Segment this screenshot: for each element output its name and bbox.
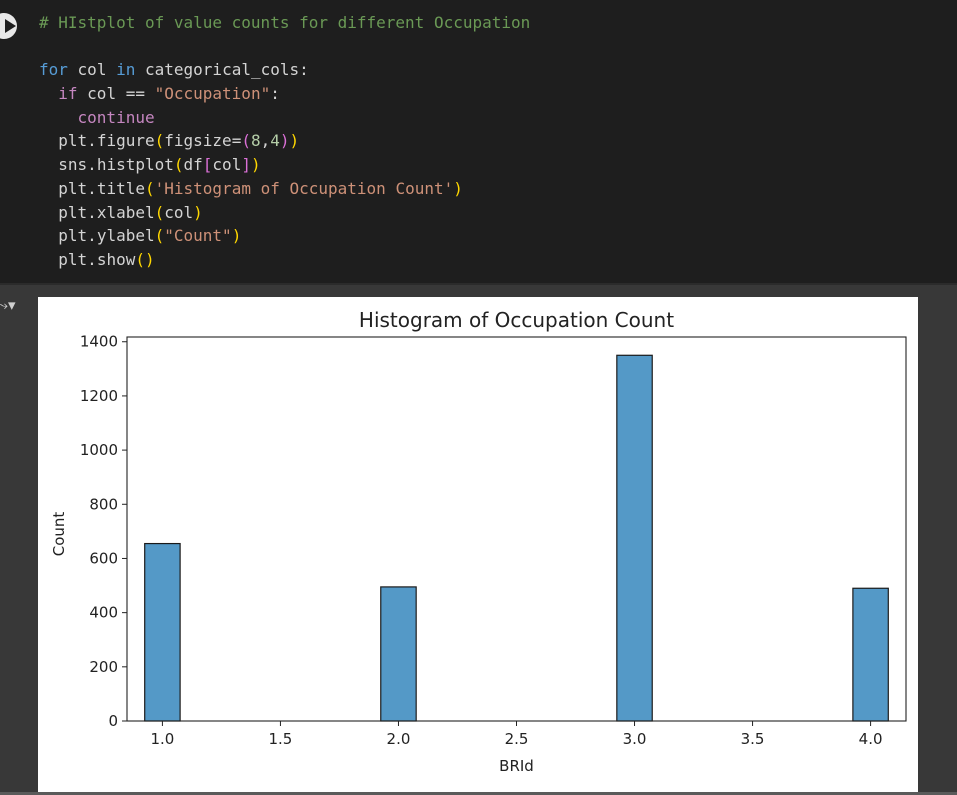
play-icon [4, 19, 16, 33]
y-tick-label: 200 [89, 658, 118, 676]
code-line: # HIstplot of value counts for different… [39, 13, 531, 32]
code-line: plt.title('Histogram of Occupation Count… [58, 178, 463, 198]
histogram-bar [616, 354, 653, 722]
code-line: sns.histplot(df[col]) [58, 155, 261, 175]
histogram-bar [380, 586, 417, 722]
x-tick-label: 3.5 [741, 730, 765, 748]
x-tick-label: 3.0 [623, 730, 647, 748]
output-divider [0, 283, 957, 285]
code-editor[interactable]: # HIstplot of value counts for different… [39, 11, 530, 272]
x-tick-label: 1.0 [150, 730, 174, 748]
code-line: for col in categorical_cols: [39, 60, 309, 80]
run-cell-button[interactable] [0, 13, 17, 39]
cell-bottom-border [0, 792, 957, 795]
plot-figure: Histogram of Occupation Count 1.0 1.5 2.0 2.… [38, 297, 918, 792]
y-tick-label: 1400 [80, 333, 118, 351]
y-tick-label: 600 [89, 549, 118, 567]
y-tick-label: 1200 [80, 387, 118, 405]
code-line: plt.figure(figsize=(8,4)) [58, 131, 300, 151]
y-tick-label: 0 [108, 712, 118, 730]
code-line: plt.show() [58, 249, 155, 269]
histogram-bar [852, 587, 889, 722]
x-tick-label: 1.5 [269, 730, 293, 748]
chart-title: Histogram of Occupation Count [359, 308, 674, 332]
histogram-bar [144, 542, 181, 722]
plot-frame [126, 336, 907, 722]
histogram-chart: Histogram of Occupation Count 1.0 1.5 2.0 2.… [50, 308, 907, 775]
code-line: plt.xlabel(col) [58, 202, 203, 222]
x-tick-label: 2.5 [505, 730, 529, 748]
x-axis-label: BRId [499, 757, 534, 775]
code-line: plt.ylabel("Count") [58, 226, 242, 246]
code-line: if col == "Occupation": [58, 84, 280, 104]
y-tick-label: 400 [89, 604, 118, 622]
code-line: continue [77, 107, 155, 127]
x-tick-label: 2.0 [387, 730, 411, 748]
y-tick-label: 800 [89, 495, 118, 513]
output-toggle-icon[interactable]: ⤳▾ [0, 296, 16, 314]
y-tick-label: 1000 [80, 441, 118, 459]
y-axis-label: Count [50, 512, 68, 557]
x-tick-label: 4.0 [859, 730, 883, 748]
code-line [39, 35, 530, 59]
